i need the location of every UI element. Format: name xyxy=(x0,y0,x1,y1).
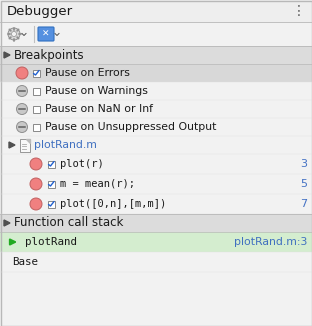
FancyBboxPatch shape xyxy=(0,22,312,46)
FancyBboxPatch shape xyxy=(47,181,55,187)
Circle shape xyxy=(30,178,42,190)
Polygon shape xyxy=(9,142,15,148)
Text: Pause on Errors: Pause on Errors xyxy=(45,68,130,78)
FancyBboxPatch shape xyxy=(20,139,30,152)
Circle shape xyxy=(12,32,17,37)
FancyBboxPatch shape xyxy=(32,87,40,95)
FancyBboxPatch shape xyxy=(0,214,312,232)
Text: Pause on Unsuppressed Output: Pause on Unsuppressed Output xyxy=(45,122,217,132)
Text: 7: 7 xyxy=(300,199,307,209)
Text: Pause on Warnings: Pause on Warnings xyxy=(45,86,148,96)
Circle shape xyxy=(16,67,28,79)
Polygon shape xyxy=(4,52,10,58)
Circle shape xyxy=(17,103,27,114)
Text: Breakpoints: Breakpoints xyxy=(14,49,85,62)
FancyBboxPatch shape xyxy=(47,200,55,208)
FancyBboxPatch shape xyxy=(32,124,40,130)
Text: plotRand.m: plotRand.m xyxy=(34,140,97,150)
Text: Function call stack: Function call stack xyxy=(14,216,123,230)
Text: ⋮: ⋮ xyxy=(292,4,306,18)
Circle shape xyxy=(30,198,42,210)
Text: plot([0,n],[m,m]): plot([0,n],[m,m]) xyxy=(60,199,166,209)
Circle shape xyxy=(17,85,27,96)
Text: plot(r): plot(r) xyxy=(60,159,104,169)
Text: Pause on NaN or Inf: Pause on NaN or Inf xyxy=(45,104,153,114)
Polygon shape xyxy=(26,139,30,143)
Polygon shape xyxy=(4,220,10,226)
Text: 5: 5 xyxy=(300,179,307,189)
Text: plotRand: plotRand xyxy=(25,237,77,247)
FancyBboxPatch shape xyxy=(0,0,312,22)
Circle shape xyxy=(17,122,27,132)
Text: Debugger: Debugger xyxy=(7,5,73,18)
Circle shape xyxy=(8,28,20,40)
FancyBboxPatch shape xyxy=(0,46,312,64)
Text: ✕: ✕ xyxy=(42,29,50,38)
Text: plotRand.m:3: plotRand.m:3 xyxy=(234,237,307,247)
FancyBboxPatch shape xyxy=(38,27,54,41)
FancyBboxPatch shape xyxy=(32,106,40,112)
Circle shape xyxy=(30,158,42,170)
Text: Base: Base xyxy=(12,257,38,267)
FancyBboxPatch shape xyxy=(0,64,312,82)
Text: m = mean(r);: m = mean(r); xyxy=(60,179,135,189)
Text: 3: 3 xyxy=(300,159,307,169)
FancyBboxPatch shape xyxy=(47,160,55,168)
FancyBboxPatch shape xyxy=(0,232,312,252)
FancyBboxPatch shape xyxy=(32,69,40,77)
